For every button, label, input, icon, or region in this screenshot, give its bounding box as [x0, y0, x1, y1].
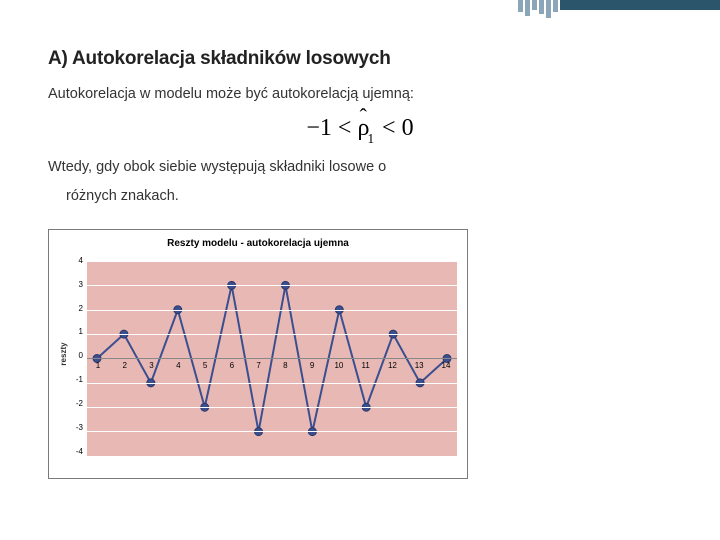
y-axis-ticks: 43210-1-2-3-4 [71, 261, 87, 456]
section-title: A) Autokorelacja składników losowych [48, 48, 672, 70]
chart-ylabel: reszty [59, 342, 68, 365]
slide-top-accent [420, 0, 720, 28]
residuals-chart: Reszty modelu - autokorelacja ujemna res… [48, 229, 468, 479]
accent-dashes [518, 0, 558, 18]
paragraph-1: Autokorelacja w modelu może być autokore… [48, 84, 672, 105]
paragraph-2-line1: Wtedy, gdy obok siebie występują składni… [48, 157, 672, 178]
paragraph-2-line2: różnych znakach. [48, 186, 672, 207]
slide-content: A) Autokorelacja składników losowych Aut… [48, 48, 672, 479]
chart-title: Reszty modelu - autokorelacja ujemna [59, 238, 457, 249]
plot-area: 1234567891011121314 [87, 261, 457, 456]
accent-bar [560, 0, 720, 10]
formula: −1 < ρ1 < 0 [48, 115, 672, 145]
x-axis-ticks: 1234567891011121314 [87, 361, 457, 370]
